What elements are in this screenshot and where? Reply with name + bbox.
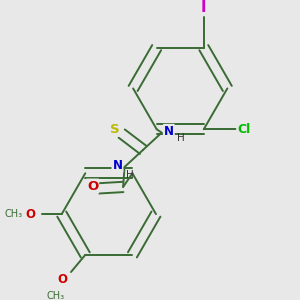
Text: O: O bbox=[87, 180, 98, 193]
Text: N: N bbox=[164, 125, 174, 138]
Text: S: S bbox=[110, 123, 119, 136]
Text: H: H bbox=[177, 133, 185, 143]
Text: I: I bbox=[201, 0, 206, 15]
Text: O: O bbox=[25, 208, 35, 220]
Text: CH₃: CH₃ bbox=[46, 291, 64, 300]
Text: CH₃: CH₃ bbox=[4, 209, 22, 219]
Text: H: H bbox=[126, 170, 134, 180]
Text: O: O bbox=[57, 273, 68, 286]
Text: N: N bbox=[112, 159, 122, 172]
Text: Cl: Cl bbox=[237, 123, 250, 136]
